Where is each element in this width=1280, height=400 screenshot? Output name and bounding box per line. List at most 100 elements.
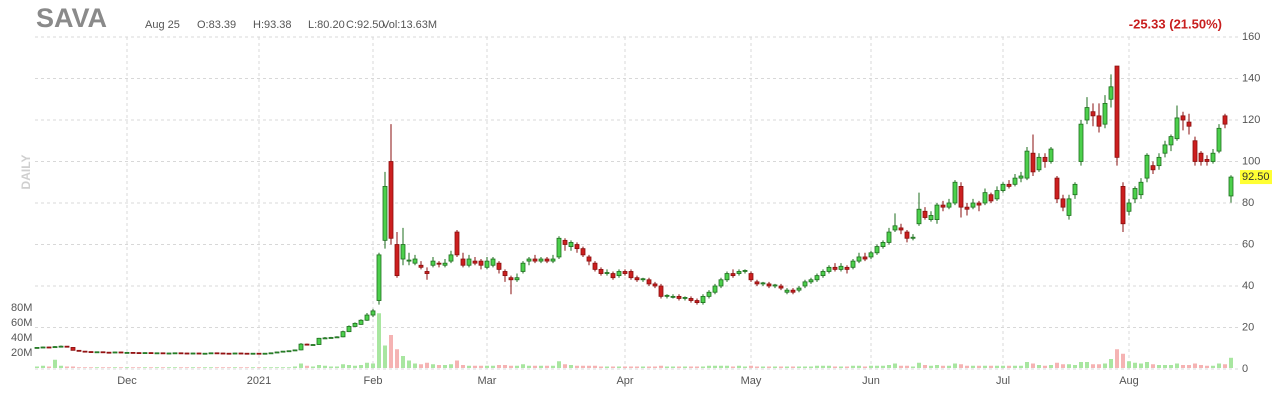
x-tick-label: Jun: [862, 375, 880, 387]
candle-body: [868, 252, 874, 258]
volume-bar: [449, 364, 453, 368]
candle-body: [394, 244, 400, 277]
candle-body: [298, 343, 304, 351]
volume-bar: [215, 367, 219, 368]
candle-body: [136, 352, 142, 355]
candle-body: [604, 272, 610, 274]
candle-body: [532, 258, 538, 262]
candle-body: [166, 352, 172, 355]
change: -25.33 (21.50%): [1129, 16, 1222, 31]
volume-bar: [1007, 365, 1011, 368]
x-tick-label: Jul: [996, 375, 1010, 387]
candle-body: [1216, 127, 1222, 152]
candle-body: [460, 258, 466, 266]
candle-body: [442, 262, 448, 266]
close-info: C:92.50: [346, 19, 385, 31]
candle-body: [172, 352, 178, 355]
volume-bar: [677, 366, 681, 368]
volume-bar: [467, 365, 471, 368]
candle-body: [682, 297, 688, 299]
candle-body: [568, 242, 574, 247]
candle-body: [790, 289, 796, 293]
volume-bar: [563, 364, 567, 368]
candle-body: [64, 345, 70, 348]
volume-bar: [857, 365, 861, 368]
candle-body: [766, 283, 772, 287]
candle-body: [226, 352, 232, 355]
volume-bar: [641, 366, 645, 368]
candle-body: [796, 287, 802, 291]
candle-body: [1108, 86, 1114, 100]
volume-bar: [413, 363, 417, 368]
candle-body: [1090, 111, 1096, 117]
candle-body: [382, 185, 388, 241]
volume-bar: [713, 365, 717, 368]
candle-body: [598, 268, 604, 274]
volume-bar: [125, 367, 129, 368]
volume-bar: [689, 366, 693, 368]
volume-bar: [365, 362, 369, 368]
candle-body: [58, 345, 64, 348]
volume-bar: [581, 365, 585, 368]
volume-bar: [251, 367, 255, 368]
candle-body: [742, 270, 748, 272]
volume-bar: [107, 367, 111, 368]
volume-bar: [1145, 362, 1149, 368]
y-tick-label: 120: [1242, 114, 1260, 126]
volume-bar: [281, 367, 285, 368]
candle-body: [304, 343, 310, 346]
candle-body: [178, 352, 184, 355]
candle-body: [1024, 150, 1030, 179]
volume-bar: [1067, 364, 1071, 368]
volume-bar: [1037, 365, 1041, 368]
date: Aug 25: [145, 19, 180, 31]
volume-bar: [953, 363, 957, 368]
candle-body: [472, 260, 478, 264]
volume-bar: [389, 335, 393, 368]
volume-bar: [461, 365, 465, 368]
candle-body: [238, 352, 244, 355]
volume-bar: [1181, 365, 1185, 368]
candle-body: [610, 273, 616, 279]
candle-body: [1012, 177, 1018, 185]
volume-bar: [1019, 365, 1023, 368]
candle-body: [1144, 154, 1150, 179]
volume-bar: [101, 367, 105, 368]
candle-body: [862, 256, 868, 260]
volume-bar: [425, 362, 429, 368]
volume-bar: [701, 366, 705, 368]
candle-body: [748, 273, 754, 281]
candle-body: [268, 352, 274, 355]
y-tick-label: 160: [1242, 31, 1260, 43]
volume-bar: [83, 367, 87, 368]
candle-body: [1048, 148, 1054, 162]
volume-bar: [455, 360, 459, 368]
candle-body: [220, 352, 226, 355]
volume-bar: [1001, 365, 1005, 368]
volume-bar: [965, 365, 969, 368]
candle-body: [118, 351, 124, 354]
candle-body: [1030, 152, 1036, 173]
candle-body: [1132, 188, 1138, 200]
volume-bar: [575, 365, 579, 368]
candle-body: [1042, 156, 1048, 162]
volume-bar: [473, 365, 477, 368]
candle-body: [706, 291, 712, 297]
candle-body: [448, 254, 454, 262]
volume-bar: [1157, 365, 1161, 368]
candle-body: [1120, 185, 1126, 225]
candle-body: [808, 279, 814, 283]
volume-bar: [89, 367, 93, 368]
y-tick-label: 60: [1242, 238, 1254, 250]
volume-bar: [821, 365, 825, 368]
candle-body: [400, 244, 406, 260]
volume-bar: [875, 365, 879, 368]
symbol: SAVA: [36, 3, 107, 33]
candle-body: [40, 346, 46, 349]
volume-bar: [761, 366, 765, 368]
volume-bar: [149, 367, 153, 368]
volume-bar: [1061, 364, 1065, 368]
volume-bar: [311, 366, 315, 368]
candle-body: [1186, 121, 1192, 127]
